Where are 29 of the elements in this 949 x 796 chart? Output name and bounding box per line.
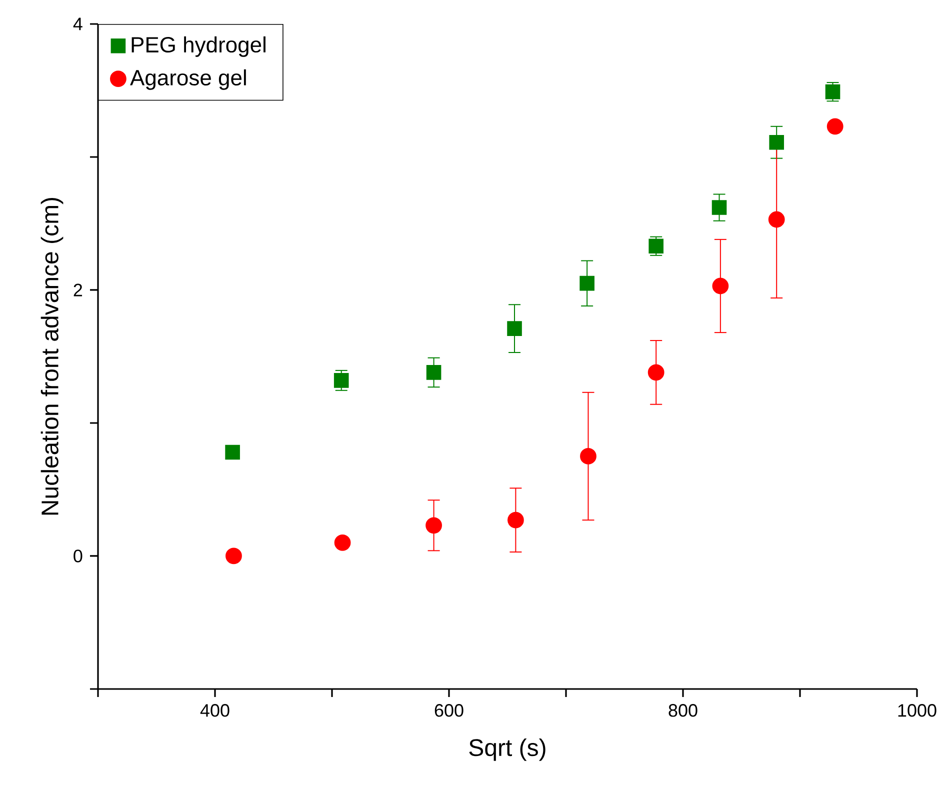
point [507, 321, 522, 336]
x-tick-label: 1000 [898, 704, 936, 717]
point [648, 238, 664, 254]
x-tick-label: 600 [434, 704, 464, 717]
y-tick-label: 4 [73, 18, 82, 30]
x-tick-label: 400 [200, 704, 230, 717]
point [580, 448, 596, 464]
legend-label: Agarose gel [130, 69, 246, 90]
point [426, 517, 442, 534]
point [826, 118, 844, 135]
point [712, 278, 729, 294]
x-axis-title: Sqrt (s) [469, 738, 546, 761]
y-axis-title: Nucleation front advance (cm) [40, 198, 64, 515]
y-tick-label: 2 [74, 284, 82, 296]
legend-label: PEG hydrogel [132, 36, 266, 57]
point [426, 365, 442, 380]
point [712, 200, 727, 215]
x-tick-label: 800 [668, 704, 698, 717]
point [334, 373, 349, 388]
point [768, 211, 785, 228]
point [580, 276, 594, 291]
point [825, 84, 840, 100]
point [648, 364, 664, 381]
point [334, 534, 351, 551]
point [225, 444, 240, 460]
y-tick-label: 0 [74, 550, 82, 562]
point [507, 512, 524, 528]
point [769, 134, 784, 150]
point [226, 548, 242, 564]
